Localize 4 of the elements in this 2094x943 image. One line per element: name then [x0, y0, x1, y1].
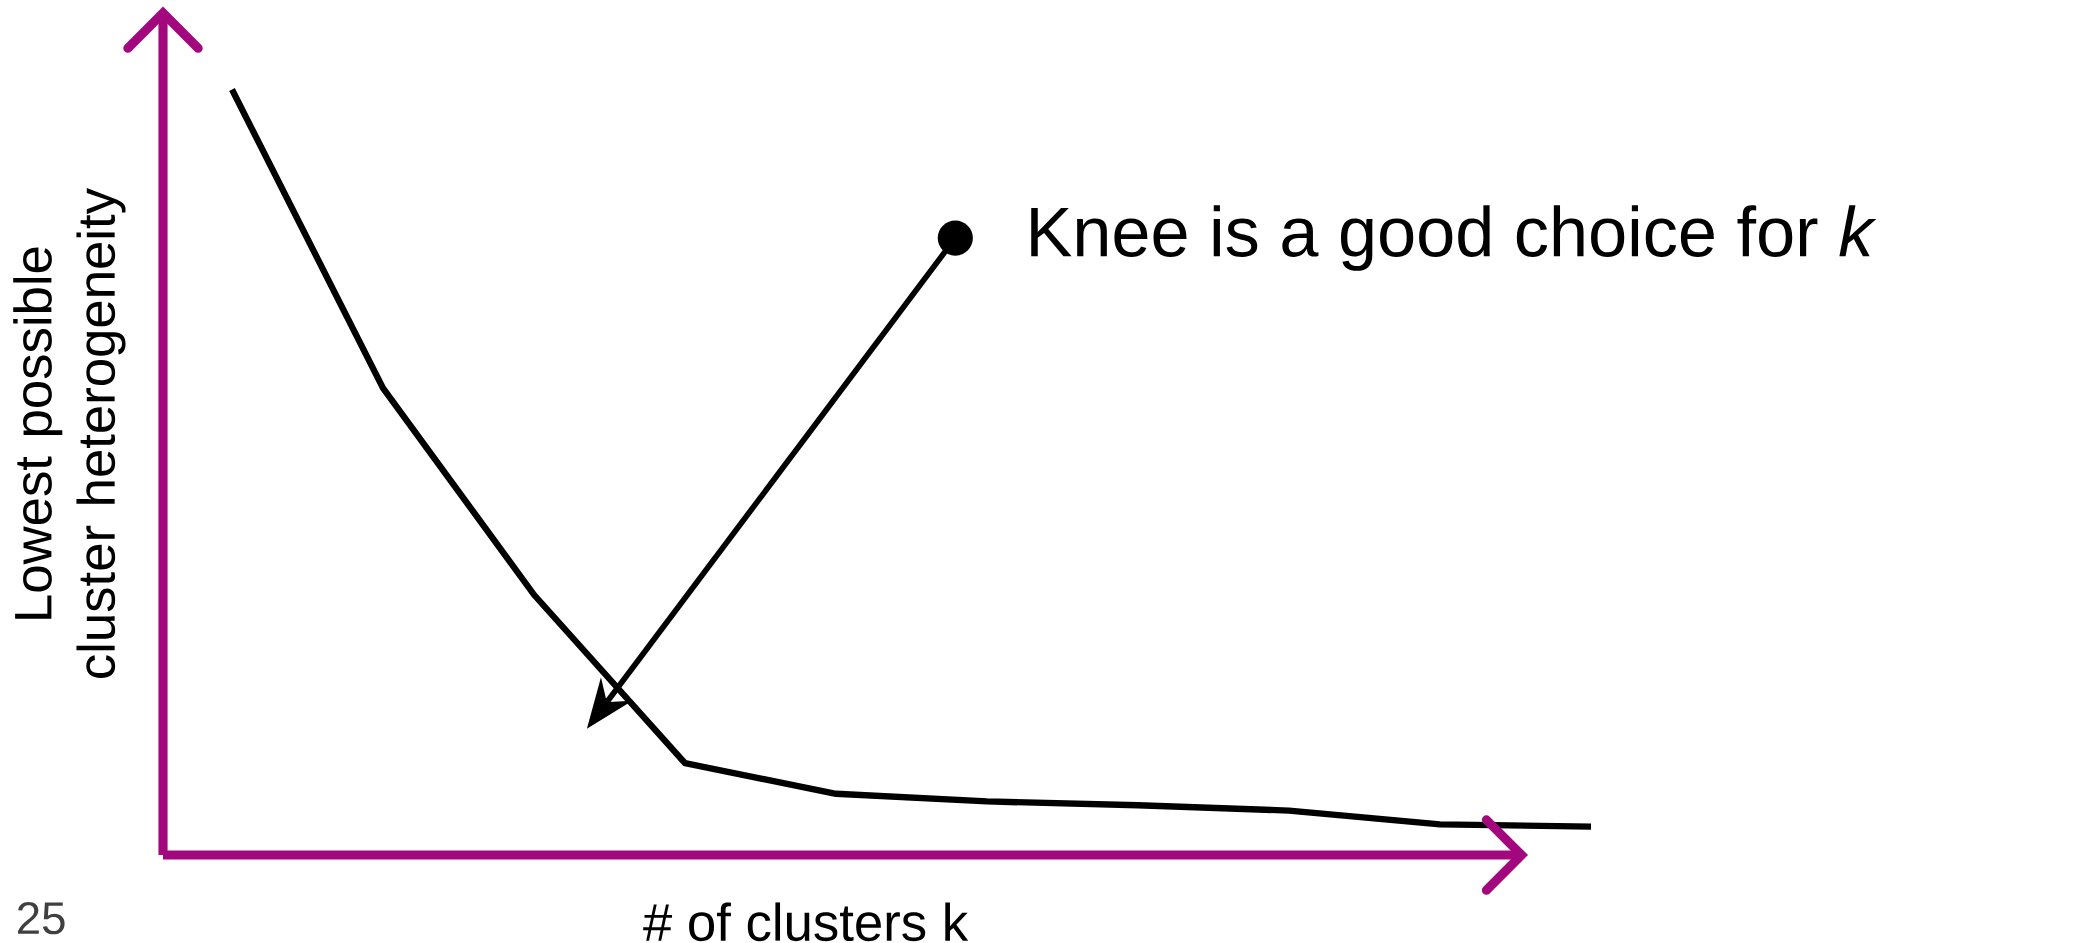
y-axis-title: Lowest possible cluster heterogeneity — [13, 188, 126, 678]
annotation: Knee is a good choice for k — [1031, 205, 1877, 271]
x-axis-title: # of clusters k — [643, 902, 969, 942]
text: 25 — [18, 901, 65, 935]
